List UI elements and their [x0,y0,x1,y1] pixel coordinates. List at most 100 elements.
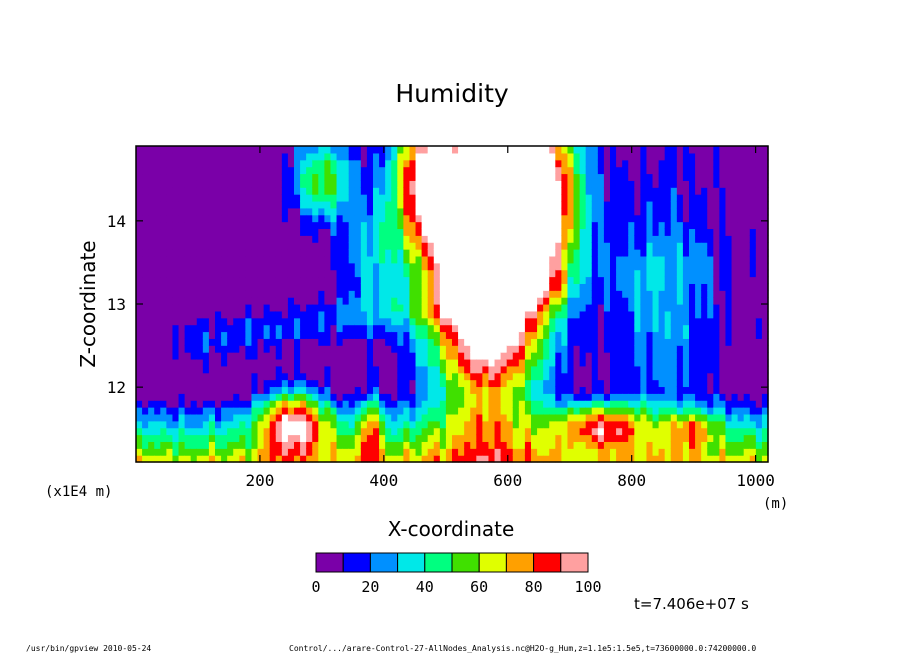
heatmap-cell [676,297,684,305]
heatmap-cell [549,393,556,401]
heatmap-cell [306,255,313,264]
heatmap-cell [330,235,338,243]
heatmap-cell [294,386,301,394]
heatmap-cell [184,290,192,298]
heatmap-cell [628,159,635,168]
heatmap-cell [707,427,714,436]
heatmap-cell [555,338,562,346]
heatmap-cell [300,221,307,230]
heatmap-cell [190,228,198,236]
heatmap-cell [634,194,641,202]
heatmap-cell [640,249,648,257]
heatmap-cell [561,283,569,291]
heatmap-cell [537,180,544,188]
heatmap-cell [251,242,259,250]
heatmap-cell [263,420,271,429]
heatmap-cell [713,194,720,202]
heatmap-cell [324,255,332,264]
heatmap-cell [749,200,757,209]
heatmap-cell [518,324,526,333]
heatmap-cell [591,187,599,195]
heatmap-cell [616,269,623,278]
heatmap-cell [275,255,283,264]
heatmap-cell [245,194,253,202]
heatmap-cell [306,146,313,154]
heatmap-cell [616,146,623,154]
heatmap-cell [433,400,441,408]
heatmap-cell [512,269,520,278]
heatmap-cell [178,194,186,202]
heatmap-cell [445,345,453,353]
heatmap-cell [409,365,417,374]
heatmap-cell [312,166,319,175]
colorbar-swatch [397,552,426,573]
heatmap-cell [464,173,471,181]
heatmap-cell [537,262,544,271]
heatmap-cell [300,173,307,181]
heatmap-cell [360,413,368,422]
heatmap-cell [257,304,265,312]
heatmap-cell [579,187,587,195]
heatmap-cell [227,407,234,415]
heatmap-cell [281,427,289,436]
heatmap-cell [342,407,350,415]
heatmap-cell [142,187,149,195]
heatmap-cell [494,434,502,442]
heatmap-cell [190,393,198,401]
heatmap-cell [324,317,332,326]
heatmap-cell [379,331,386,339]
heatmap-cell [701,200,708,209]
heatmap-cell [300,152,307,161]
heatmap-cell [439,290,447,298]
heatmap-cell [330,345,338,353]
heatmap-cell [543,455,550,463]
heatmap-cell [640,317,648,326]
heatmap-cell [391,393,398,401]
heatmap-cell [731,434,739,442]
heatmap-cell [415,221,423,230]
heatmap-cell [215,269,222,278]
heatmap-cell [488,166,496,175]
heatmap-cell [160,455,167,463]
heatmap-cell [518,262,526,271]
heatmap-cell [470,331,477,339]
heatmap-cell [731,200,739,209]
heatmap-cell [172,262,180,271]
heatmap-cell [537,242,544,250]
heatmap-cell [172,400,180,408]
heatmap-cell [275,276,283,284]
heatmap-cell [622,200,629,209]
heatmap-cell [263,214,271,223]
heatmap-cell [354,166,362,175]
heatmap-cell [561,235,569,243]
heatmap-cell [761,304,769,312]
heatmap-cell [506,269,514,278]
heatmap-cell [336,276,344,284]
heatmap-cell [610,317,617,326]
heatmap-cell [682,228,690,236]
heatmap-cell [421,269,429,278]
heatmap-cell [652,255,660,264]
heatmap-cell [154,358,161,367]
heatmap-cell [707,420,714,429]
heatmap-cell [239,269,246,278]
heatmap-cell [537,249,544,257]
heatmap-cell [360,276,368,284]
heatmap-cell [287,455,295,463]
heatmap-cell [670,159,678,168]
heatmap-cell [512,146,520,154]
heatmap-cell [196,434,204,442]
heatmap-cell [524,331,532,339]
heatmap-cell [221,352,228,360]
heatmap-cell [154,200,161,209]
heatmap-cell [518,427,526,436]
heatmap-cell [336,310,344,319]
heatmap-cell [294,338,301,346]
heatmap-cell [208,146,216,154]
heatmap-cell [330,324,338,333]
heatmap-cell [178,420,186,429]
heatmap-cell [342,393,350,401]
heatmap-cell [591,400,599,408]
heatmap-cell [573,159,581,168]
heatmap-cell [215,249,222,257]
